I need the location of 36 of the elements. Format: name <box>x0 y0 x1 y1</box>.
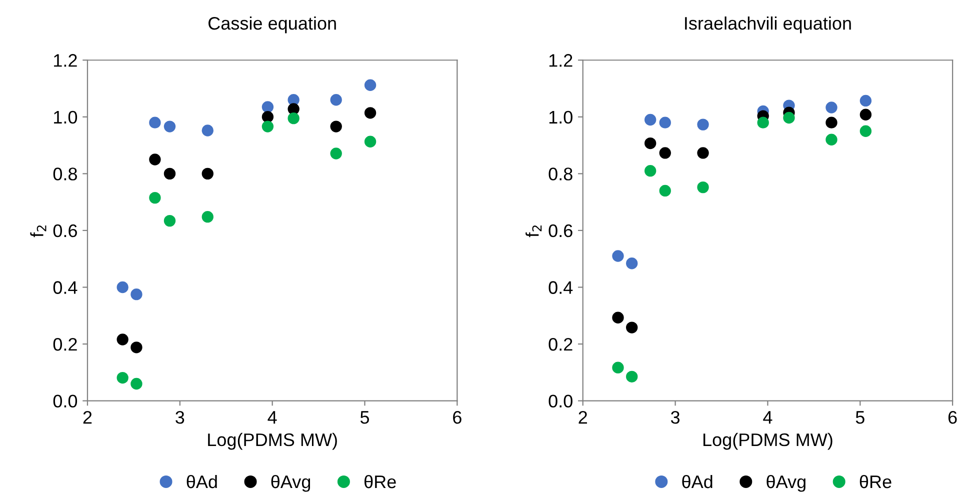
chart-title: Cassie equation <box>208 16 336 34</box>
x-tick-label: 2 <box>83 411 92 424</box>
y-tick-label: 0.0 <box>53 394 78 408</box>
y-axis-title: f$_{2}$ <box>526 225 542 238</box>
y-tick-label: 0.4 <box>53 281 78 294</box>
y-tick-label: 0.2 <box>53 338 77 351</box>
x-tick-label: 6 <box>453 411 462 424</box>
y-tick-label: 0.6 <box>53 224 77 238</box>
y-tick-label: 0.0 <box>548 394 572 408</box>
chart-title: Israelachvili equation <box>685 16 851 34</box>
x-tick-label: 4 <box>763 411 772 424</box>
x-tick-label: 3 <box>670 411 680 424</box>
y-tick-label: 0.4 <box>548 281 573 294</box>
y-tick-label: 1.0 <box>54 110 78 124</box>
y-tick-label: 0.2 <box>548 338 572 351</box>
x-tick-label: 3 <box>176 411 184 424</box>
legend-label: θRe <box>860 474 892 488</box>
legend-label: θAvg <box>271 474 310 492</box>
x-tick-label: 5 <box>856 411 864 424</box>
y-tick-label: 1.2 <box>54 54 77 67</box>
y-axis-title: f$_{2}$ <box>30 225 46 238</box>
y-tick-label: 1.0 <box>549 110 572 124</box>
x-tick-label: 6 <box>948 411 957 424</box>
y-tick-label: 0.6 <box>548 224 572 238</box>
y-tick-label: 0.8 <box>53 168 77 180</box>
x-tick-label: 4 <box>268 411 277 424</box>
x-axis-title: Log(PDMS MW) <box>703 432 832 450</box>
x-axis-title: Log(PDMS MW) <box>208 432 337 450</box>
y-tick-label: 0.8 <box>548 168 572 180</box>
y-tick-label: 1.2 <box>549 54 572 67</box>
legend-label: θAd <box>682 474 712 488</box>
legend-label: θAd <box>186 474 217 488</box>
legend-label: θAvg <box>766 474 806 492</box>
x-tick-label: 5 <box>360 411 370 424</box>
x-tick-label: 2 <box>578 411 587 424</box>
legend-label: θRe <box>364 474 396 488</box>
